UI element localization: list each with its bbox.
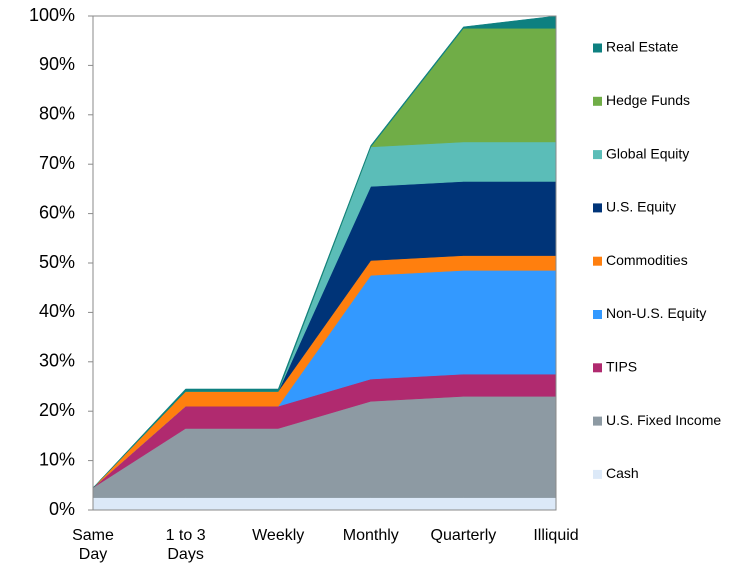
y-tick-label: 30% [39, 351, 75, 371]
y-tick-label: 40% [39, 301, 75, 321]
y-tick-label: 50% [39, 252, 75, 272]
legend-swatch [593, 256, 602, 266]
x-tick-label: Quarterly [431, 527, 497, 544]
legend-swatch [593, 416, 602, 426]
y-tick-label: 60% [39, 202, 75, 222]
legend-swatch [593, 43, 602, 53]
legend-swatch [593, 363, 602, 373]
legend-label: Commodities [606, 252, 688, 268]
area [92, 497, 557, 511]
y-tick-label: 80% [39, 104, 75, 124]
y-tick-label: 10% [39, 449, 75, 469]
legend-label: Cash [606, 465, 639, 481]
x-tick-label: Weekly [252, 527, 304, 544]
x-tick-line: Days [167, 546, 203, 563]
legend-swatch [593, 203, 602, 213]
legend-label: TIPS [606, 359, 637, 375]
y-tick-label: 0% [49, 499, 75, 519]
x-tick-label: Monthly [343, 527, 399, 544]
legend-label: Hedge Funds [606, 92, 690, 108]
y-tick-label: 20% [39, 400, 75, 420]
legend-label: Global Equity [606, 145, 689, 161]
x-tick-label: 1 to 3 Days [166, 527, 206, 563]
y-tick-label: 70% [39, 153, 75, 173]
y-tick-label: 100% [29, 5, 75, 25]
x-tick-line: Day [79, 546, 107, 563]
x-tick-label: Illiquid [533, 527, 578, 544]
legend-swatch [593, 150, 602, 160]
legend-swatch [593, 469, 602, 479]
legend-label: U.S. Equity [606, 199, 676, 215]
x-tick-label: Same Day [72, 527, 114, 563]
legend-swatch [593, 96, 602, 106]
legend-label: Real Estate [606, 39, 679, 55]
legend-label: Non-U.S. Equity [606, 305, 706, 321]
x-tick-line: Same [72, 527, 114, 544]
x-tick-line: 1 to 3 [166, 527, 206, 544]
y-tick-label: 90% [39, 54, 75, 74]
legend-label: U.S. Fixed Income [606, 412, 721, 428]
legend-swatch [593, 310, 602, 319]
